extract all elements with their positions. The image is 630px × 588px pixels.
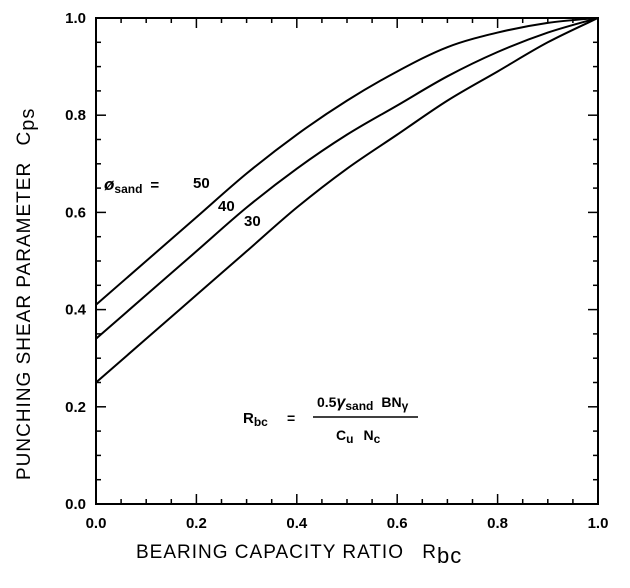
x-tick-label: 1.0 xyxy=(588,515,609,532)
axis-ticks xyxy=(95,17,599,505)
y-axis-label-text: PUNCHING SHEAR PARAMETER xyxy=(14,162,35,480)
series-annotation-eq: = xyxy=(150,177,159,194)
series-annotation-sub: sand xyxy=(114,182,142,196)
equation-num-coef: 0.5 xyxy=(317,394,337,410)
y-tick-label: 1.0 xyxy=(65,10,86,27)
y-tick-label: 0.4 xyxy=(65,302,87,319)
equation-denominator: Cu Nc xyxy=(336,427,381,446)
x-axis-label-text: BEARING CAPACITY RATIO xyxy=(136,542,404,563)
x-tick-label: 0.4 xyxy=(286,515,308,532)
equation-den-n-sub: c xyxy=(374,432,381,446)
series-line-30 xyxy=(95,17,599,384)
equation-den-c: C xyxy=(336,427,346,443)
series-annotation: øsand = xyxy=(104,175,159,196)
equation-num-gamma: γ xyxy=(336,394,346,411)
equation-den-c-sub: u xyxy=(346,432,353,446)
series-label-30: 30 xyxy=(244,213,261,230)
x-tick-label: 0.2 xyxy=(186,515,207,532)
x-tick-label: 0.8 xyxy=(487,515,508,532)
equation: Rbc = 0.5γsand BNγ Cu Nc xyxy=(243,394,418,446)
series-line-40 xyxy=(95,17,599,340)
x-tick-label: 0.6 xyxy=(387,515,408,532)
y-axis-label-symbol: C xyxy=(14,131,35,146)
y-axis-label: PUNCHING SHEAR PARAMETER Cps xyxy=(14,108,39,480)
y-tick-label: 0.6 xyxy=(65,204,86,221)
x-axis-label: BEARING CAPACITY RATIO Rbc xyxy=(136,542,462,568)
equation-equals: = xyxy=(287,410,295,426)
equation-num-gamma-sub: sand xyxy=(345,399,373,413)
series-label-50: 50 xyxy=(193,175,210,192)
equation-num-rest-sub: γ xyxy=(402,399,409,413)
y-tick-label: 0.0 xyxy=(65,496,86,513)
x-axis-label-symbol: R xyxy=(422,542,437,563)
equation-numerator: 0.5γsand BNγ xyxy=(317,394,409,413)
equation-den-n: N xyxy=(363,427,373,443)
equation-num-rest: BN xyxy=(381,394,401,410)
series-lines xyxy=(95,17,599,384)
series-annotation-symbol: ø xyxy=(104,175,115,194)
equation-lhs-symbol: R xyxy=(243,410,254,427)
series-label-40: 40 xyxy=(218,198,235,215)
tick-labels: 0.0 0.2 0.4 0.6 0.8 1.0 0.0 0.2 0.4 0.6 0.8 1.0 xyxy=(65,10,608,532)
equation-lhs: Rbc xyxy=(243,410,268,429)
equation-lhs-sub: bc xyxy=(254,415,268,429)
y-axis-label-sub: ps xyxy=(17,108,39,131)
series-line-50 xyxy=(95,17,599,306)
y-tick-label: 0.2 xyxy=(65,399,86,416)
x-axis-label-sub: bc xyxy=(437,543,462,568)
y-tick-label: 0.8 xyxy=(65,107,86,124)
x-tick-label: 0.0 xyxy=(86,515,107,532)
